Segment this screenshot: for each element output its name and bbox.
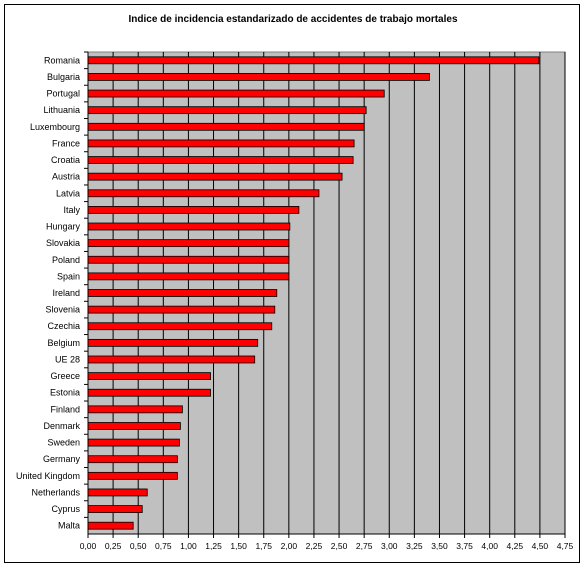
x-tick-label: 2,00 xyxy=(281,541,298,551)
x-tick-label: 1,00 xyxy=(180,541,197,551)
chart-title: Indice de incidencia estandarizado de ac… xyxy=(128,14,458,25)
bar xyxy=(87,488,148,497)
category-label: Denmark xyxy=(43,421,80,431)
x-tick-label: 4,50 xyxy=(532,541,549,551)
bar xyxy=(87,239,290,248)
category-label: Poland xyxy=(52,255,80,265)
x-tick-label: 2,25 xyxy=(306,541,323,551)
category-label: Hungary xyxy=(46,222,81,232)
x-tick-label: 0,75 xyxy=(155,541,172,551)
bar xyxy=(87,172,343,181)
category-label: Portugal xyxy=(46,89,80,99)
bar xyxy=(87,139,355,148)
bar xyxy=(87,305,276,314)
bar xyxy=(87,355,256,364)
bar xyxy=(87,438,180,447)
x-tick-label: 3,75 xyxy=(456,541,473,551)
category-label: Romania xyxy=(44,55,80,65)
x-tick-label: 3,00 xyxy=(381,541,398,551)
category-label: Bulgaria xyxy=(47,72,80,82)
x-tick-label: 1,75 xyxy=(255,541,272,551)
bar xyxy=(87,338,259,347)
category-label: UE 28 xyxy=(55,354,80,364)
category-label: Slovenia xyxy=(45,305,80,315)
bar xyxy=(87,255,290,264)
bar xyxy=(87,521,134,530)
x-tick-label: 4,75 xyxy=(557,541,574,551)
bar xyxy=(87,405,183,414)
bar xyxy=(87,422,181,430)
category-label: Finland xyxy=(50,404,80,414)
category-label: Austria xyxy=(52,172,80,182)
bar xyxy=(87,206,300,214)
x-tick-label: 0,25 xyxy=(105,541,122,551)
bar xyxy=(87,222,291,231)
x-tick-label: 1,50 xyxy=(230,541,247,551)
category-label: Czechia xyxy=(47,321,80,331)
category-label: United Kingdom xyxy=(16,471,80,481)
x-tick-label: 4,00 xyxy=(481,541,498,551)
x-tick-label: 0,00 xyxy=(80,541,97,551)
bar xyxy=(87,73,430,81)
bar xyxy=(87,322,273,331)
x-tick-label: 3,50 xyxy=(431,541,448,551)
category-label: Luxembourg xyxy=(30,122,80,132)
category-label: Greece xyxy=(50,371,80,381)
category-label: Malta xyxy=(58,521,80,531)
bar xyxy=(87,505,143,513)
bar xyxy=(87,89,385,98)
bar xyxy=(87,289,278,297)
bar xyxy=(87,388,211,397)
bar xyxy=(87,471,178,480)
category-label: Slovakia xyxy=(46,238,80,248)
bar xyxy=(87,189,320,198)
bar xyxy=(87,372,211,380)
category-label: Sweden xyxy=(47,438,80,448)
category-label: Belgium xyxy=(47,338,80,348)
category-label: Germany xyxy=(43,454,81,464)
bar xyxy=(87,455,178,464)
category-label: Spain xyxy=(57,271,80,281)
bar xyxy=(87,122,365,131)
x-tick-label: 2,50 xyxy=(331,541,348,551)
bar xyxy=(87,156,354,164)
bar xyxy=(87,106,367,115)
category-label: Netherlands xyxy=(31,487,80,497)
category-label: France xyxy=(52,138,80,148)
bar xyxy=(87,272,290,281)
category-label: Ireland xyxy=(52,288,80,298)
category-label: Cyprus xyxy=(51,504,80,514)
x-tick-label: 3,25 xyxy=(406,541,423,551)
bar xyxy=(87,56,540,65)
category-label: Latvia xyxy=(56,188,80,198)
x-tick-label: 4,25 xyxy=(507,541,524,551)
x-tick-label: 2,75 xyxy=(356,541,373,551)
category-label: Lithuania xyxy=(43,105,80,115)
category-label: Estonia xyxy=(50,388,80,398)
x-tick-label: 1,25 xyxy=(205,541,222,551)
x-tick-label: 0,50 xyxy=(130,541,147,551)
category-label: Italy xyxy=(63,205,80,215)
category-label: Croatia xyxy=(51,155,80,165)
